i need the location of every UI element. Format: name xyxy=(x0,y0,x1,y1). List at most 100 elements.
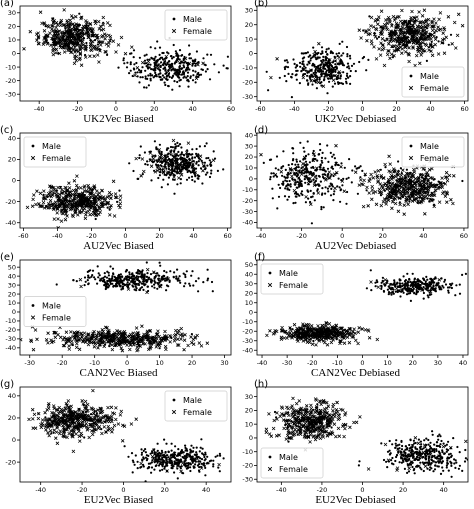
female-point xyxy=(339,61,344,65)
male-point xyxy=(167,152,170,155)
male-point xyxy=(319,332,322,335)
female-point xyxy=(339,165,343,169)
male-point xyxy=(404,179,407,182)
male-point xyxy=(348,158,351,161)
male-point xyxy=(408,277,411,281)
male-point xyxy=(346,62,350,65)
female-point xyxy=(309,74,314,78)
female-point xyxy=(107,41,111,45)
male-point xyxy=(424,280,427,283)
male-point xyxy=(337,163,340,167)
male-point xyxy=(320,159,323,162)
female-point xyxy=(61,343,66,348)
male-point xyxy=(118,340,121,343)
female-point xyxy=(415,47,420,52)
male-point xyxy=(285,180,289,183)
male-point xyxy=(433,190,436,193)
female-point xyxy=(134,326,139,330)
female-point xyxy=(97,204,101,209)
female-point xyxy=(117,203,121,208)
female-point xyxy=(288,167,293,171)
female-point xyxy=(399,181,403,185)
male-point xyxy=(331,85,334,88)
male-point xyxy=(361,57,364,60)
male-point xyxy=(108,284,111,287)
male-point xyxy=(404,182,407,185)
male-point xyxy=(434,276,437,279)
legend-box xyxy=(23,136,87,168)
male-point xyxy=(206,164,209,167)
male-point xyxy=(412,190,415,193)
male-point xyxy=(189,76,192,79)
female-point xyxy=(180,332,184,336)
male-point xyxy=(401,195,405,199)
female-point xyxy=(31,197,35,202)
female-point xyxy=(109,203,113,208)
female-point xyxy=(285,174,290,178)
y-tick-label: -20 xyxy=(5,326,16,334)
female-point xyxy=(131,331,136,335)
female-point xyxy=(88,191,93,195)
female-point xyxy=(98,43,103,47)
plot-frame xyxy=(256,132,469,229)
y-tick-label: -20 xyxy=(5,77,16,85)
male-point xyxy=(178,279,181,282)
male-point xyxy=(153,63,157,66)
male-point xyxy=(168,60,171,63)
female-point xyxy=(185,158,190,163)
male-point xyxy=(416,291,419,294)
male-point xyxy=(44,35,47,38)
male-point xyxy=(262,161,265,164)
male-point xyxy=(179,157,182,161)
female-point xyxy=(433,42,437,47)
point-layer xyxy=(25,138,225,228)
female-point xyxy=(398,190,403,195)
male-point xyxy=(345,82,348,85)
male-point xyxy=(307,153,310,156)
female-point xyxy=(35,337,39,342)
male-point xyxy=(64,342,67,345)
female-point xyxy=(334,143,338,148)
male-point xyxy=(179,281,182,284)
male-point xyxy=(398,282,401,285)
male-point xyxy=(419,173,422,176)
male-point xyxy=(427,174,430,177)
female-point xyxy=(311,158,316,163)
female-point xyxy=(395,15,400,19)
male-point xyxy=(197,290,200,293)
male-point xyxy=(161,74,164,77)
female-point xyxy=(46,206,51,210)
female-point xyxy=(418,44,422,48)
male-point xyxy=(332,199,335,202)
female-point xyxy=(440,176,444,180)
male-point xyxy=(305,52,308,55)
male-point xyxy=(286,198,289,201)
female-point xyxy=(402,212,406,216)
x-tick-label: 40 xyxy=(189,232,197,240)
male-point xyxy=(390,37,393,40)
male-point xyxy=(172,43,175,47)
male-point xyxy=(128,72,131,75)
male-point xyxy=(144,75,147,78)
female-point xyxy=(45,23,50,28)
female-point xyxy=(429,193,434,198)
male-point xyxy=(76,41,79,44)
female-point xyxy=(381,27,385,31)
male-point xyxy=(269,175,272,179)
y-tick-label: 20 xyxy=(8,156,16,164)
male-point xyxy=(146,163,149,166)
y-tick-label: 20 xyxy=(245,153,253,161)
male-point xyxy=(299,141,302,144)
male-point xyxy=(411,290,414,293)
male-point xyxy=(154,47,157,50)
male-point xyxy=(85,211,88,214)
male-point xyxy=(46,195,49,198)
male-point xyxy=(134,71,137,74)
male-point xyxy=(324,192,327,195)
female-point xyxy=(367,191,371,195)
male-point xyxy=(52,37,56,40)
male-point xyxy=(321,151,324,154)
male-point xyxy=(172,178,175,181)
male-point xyxy=(192,69,195,72)
